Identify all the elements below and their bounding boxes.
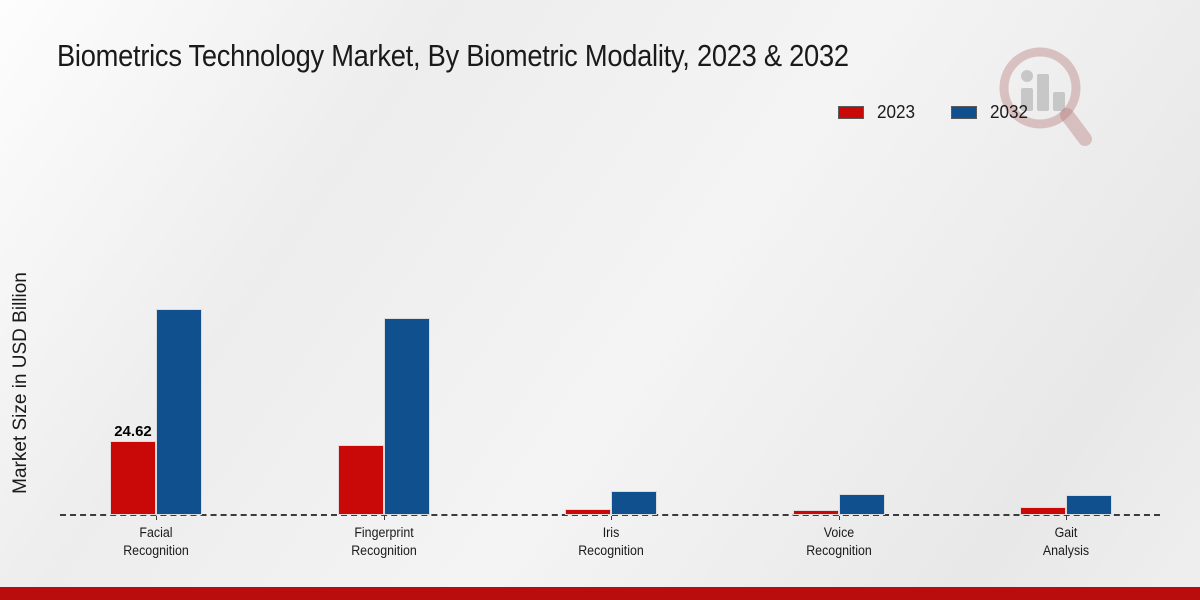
category-label: Gait Analysis	[1042, 525, 1090, 558]
x-axis-tick	[156, 516, 157, 520]
legend-label-2032: 2032	[990, 102, 1029, 122]
bar-2032-category-2	[611, 491, 657, 515]
bar-2023-category-2	[565, 509, 611, 515]
bar-2032-category-4	[1066, 495, 1112, 515]
category-label: Facial Recognition	[123, 525, 189, 558]
category-label: Iris Recognition	[578, 525, 644, 558]
legend-swatch-2023	[838, 106, 864, 119]
x-axis-tick	[611, 516, 612, 520]
bar-2032-category-0	[156, 309, 202, 515]
legend-label-2023: 2023	[877, 102, 916, 122]
bar-value-label: 24.62	[114, 423, 152, 440]
x-axis-tick	[383, 516, 385, 520]
legend-item-2023: 2023	[838, 102, 917, 123]
category-label: Fingerprint Recognition	[350, 525, 417, 558]
x-axis-tick	[1066, 516, 1067, 520]
bar-2023-category-4	[1020, 507, 1066, 515]
magnifier-bar-chart-watermark-icon	[999, 47, 1092, 146]
legend-swatch-2032	[951, 106, 978, 119]
chart-title: Biometrics Technology Market, By Biometr…	[57, 38, 849, 73]
bar-2032-category-3	[838, 494, 885, 515]
y-axis-label: Market Size in USD Billion	[10, 272, 31, 494]
x-axis-tick	[838, 516, 840, 520]
bar-2032-category-1	[383, 318, 430, 515]
bar-2023-category-0	[110, 441, 156, 515]
bar-2023-category-3	[792, 510, 839, 515]
legend-item-2032: 2032	[951, 102, 1030, 123]
category-label: Voice Recognition	[805, 525, 872, 558]
legend: 2023 2032	[838, 102, 1030, 123]
bar-2023-category-1	[337, 445, 384, 515]
footer-red-strip	[0, 587, 1200, 600]
zero-baseline	[60, 514, 1160, 516]
